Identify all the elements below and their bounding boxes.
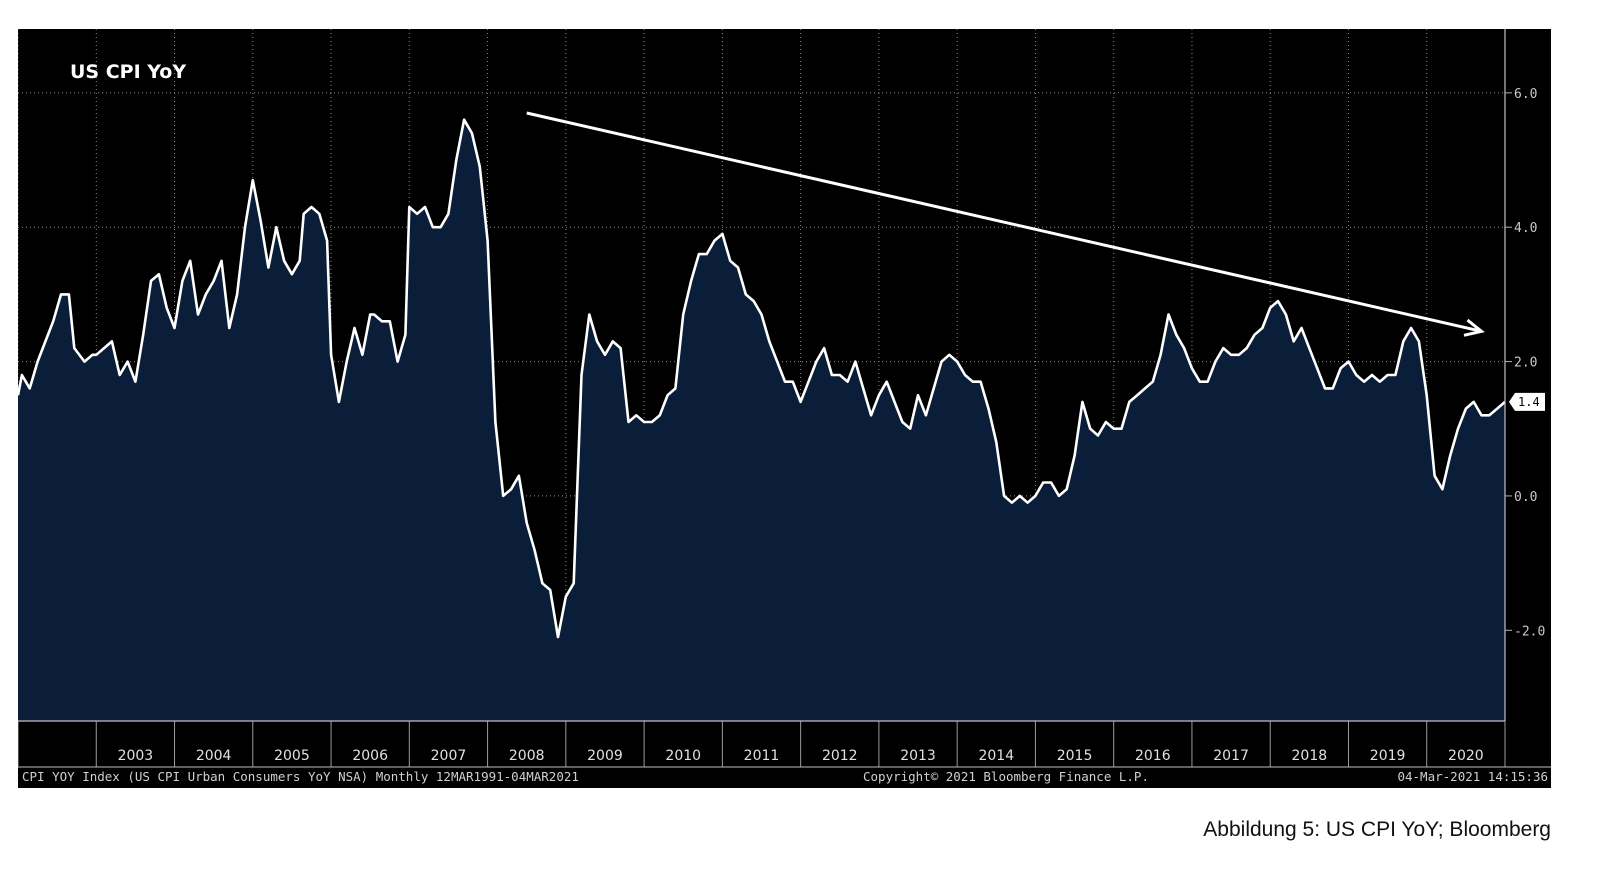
x-tick-label: 2006 (352, 748, 388, 764)
chart-title: US CPI YoY (70, 61, 186, 83)
footer-index-description: CPI YOY Index (US CPI Urban Consumers Yo… (22, 769, 579, 784)
y-tick-label: 2.0 (1514, 356, 1537, 371)
x-tick-label: 2020 (1448, 748, 1484, 764)
series-area (18, 119, 1505, 721)
y-tick-label: 4.0 (1514, 221, 1537, 236)
x-tick-label: 2015 (1057, 748, 1093, 764)
x-tick-label: 2014 (978, 748, 1014, 764)
chart-panel: 6.0 4.0 2.0 0.0 -2.0 2003 2004 2005 2006 2007 2008… (18, 29, 1551, 788)
x-tick-label: 2005 (274, 748, 310, 764)
axes: 6.0 4.0 2.0 0.0 -2.0 2003 2004 2005 2006 2007 2008… (18, 29, 1551, 768)
y-tick-label: 6.0 (1514, 87, 1537, 102)
x-tick-label: 2012 (822, 748, 858, 764)
cpi-chart: 6.0 4.0 2.0 0.0 -2.0 2003 2004 2005 2006 2007 2008… (18, 29, 1551, 784)
trend-arrow (526, 111, 1485, 337)
x-tick-label: 2007 (431, 748, 467, 764)
x-tick-label: 2013 (900, 748, 936, 764)
x-tick-label: 2016 (1135, 748, 1171, 764)
x-tick-label: 2010 (665, 748, 701, 764)
last-value-tag: 1.4 (1509, 392, 1545, 411)
trend-arrow-head (1463, 318, 1485, 337)
trend-arrow-shaft (526, 111, 1482, 333)
last-value-label: 1.4 (1518, 395, 1540, 409)
x-tick-label: 2008 (509, 748, 545, 764)
x-tick-label: 2009 (587, 748, 623, 764)
x-tick-label: 2004 (196, 748, 232, 764)
x-tick-label: 2011 (744, 748, 780, 764)
y-tick-label: -2.0 (1514, 624, 1545, 639)
figure-caption: Abbildung 5: US CPI YoY; Bloomberg (1203, 818, 1551, 841)
x-tick-label: 2017 (1213, 748, 1249, 764)
x-tick-label: 2019 (1370, 748, 1406, 764)
x-tick-label: 2018 (1292, 748, 1328, 764)
footer-timestamp: 04-Mar-2021 14:15:36 (1397, 769, 1548, 784)
series-line (18, 118, 1506, 639)
x-tick-label: 2003 (118, 748, 154, 764)
footer-copyright: Copyright© 2021 Bloomberg Finance L.P. (863, 769, 1149, 784)
y-tick-label: 0.0 (1514, 490, 1537, 505)
